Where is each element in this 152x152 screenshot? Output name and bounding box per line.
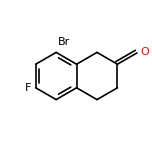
Text: O: O (140, 47, 149, 57)
Text: F: F (24, 83, 31, 93)
Text: Br: Br (58, 38, 70, 47)
